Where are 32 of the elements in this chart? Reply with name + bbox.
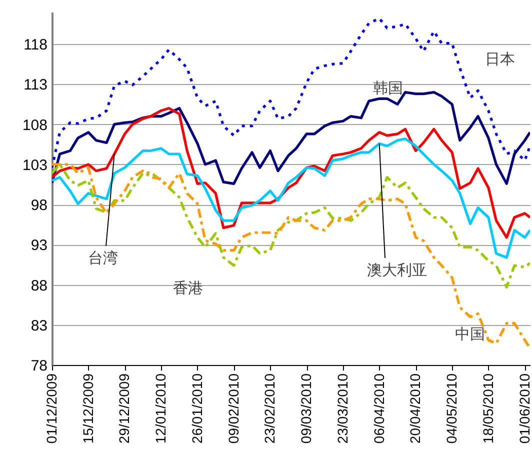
x-tick-label: 12/01/2010: [152, 373, 169, 444]
line-series: [52, 163, 530, 350]
series-label: 中国: [455, 326, 485, 343]
x-tick-label: 23/03/2010: [334, 373, 350, 444]
series-label: 韩国: [373, 80, 403, 97]
x-tick-label: 20/04/2010: [407, 373, 424, 444]
line-series: [52, 106, 530, 239]
x-tick-label: 09/03/2010: [298, 373, 314, 444]
x-tick-label: 29/12/2009: [116, 373, 132, 444]
y-tick-label: 118: [24, 36, 48, 54]
x-tick-label: 01/06/2010: [516, 373, 532, 444]
y-tick-label: 93: [30, 237, 48, 254]
y-tick-label: 103: [22, 156, 48, 174]
x-tick-label: 04/05/2010: [444, 373, 460, 444]
line-series: [52, 17, 530, 169]
y-tick-label: 113: [24, 76, 48, 94]
text: 台湾: [88, 250, 118, 267]
y-tick-label: 108: [22, 116, 48, 134]
x-tick-label: 26/01/2010: [188, 373, 205, 444]
y-tick-label: 88: [30, 277, 48, 294]
text: 澳大利亚: [367, 262, 427, 279]
x-tick-label: 06/04/2010: [370, 373, 387, 444]
text: 香港: [173, 280, 203, 297]
x-tick-label: 09/02/2010: [225, 373, 242, 444]
x-tick-label: 01/12/2009: [44, 373, 60, 444]
y-tick-label: 83: [30, 317, 48, 334]
x-tick-label: 18/05/2010: [480, 373, 496, 444]
x-tick-label: 23/02/2010: [262, 373, 278, 444]
series-label: 日本: [485, 51, 515, 68]
y-tick-label: 78: [30, 358, 48, 374]
y-tick-label: 98: [30, 197, 48, 214]
x-tick-label: 15/12/2009: [80, 373, 96, 444]
